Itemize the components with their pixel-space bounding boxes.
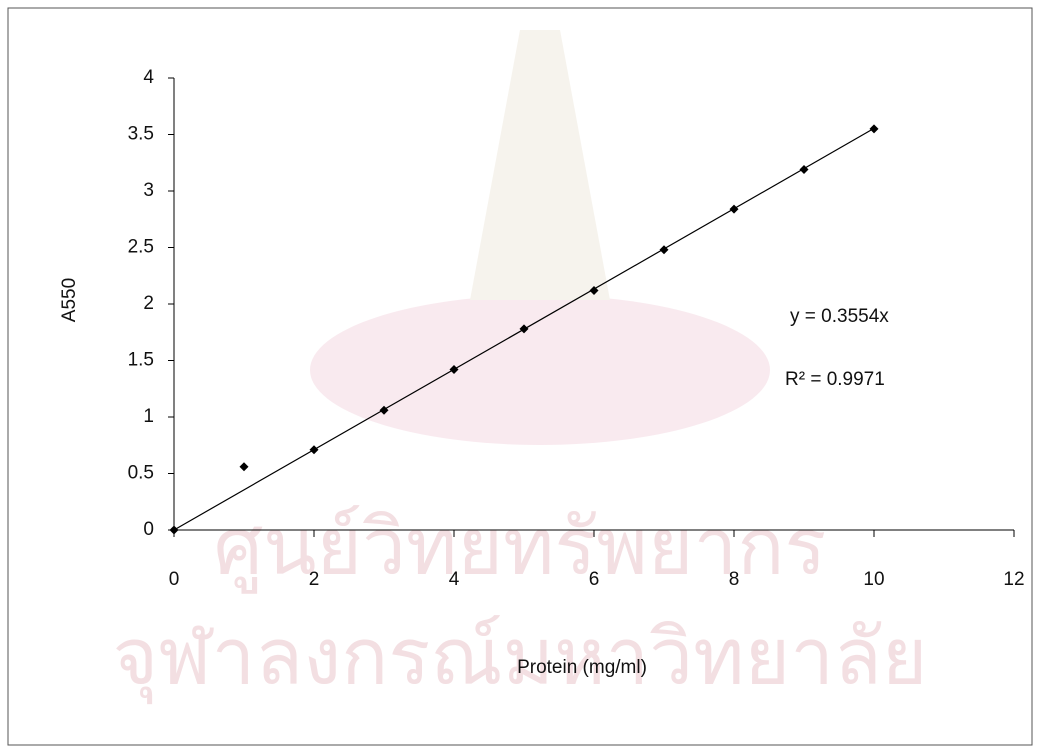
y-tick-label: 3.5 xyxy=(128,124,154,145)
y-tick-label: 2.5 xyxy=(128,237,154,258)
x-tick-label: 0 xyxy=(169,569,180,590)
trendline-r-squared: R² = 0.9971 xyxy=(785,369,885,390)
page: ศูนย์วิทยทรัพยากร จุฬาลงกรณ์มหาวิทยาลัย … xyxy=(0,0,1039,752)
x-tick-label: 8 xyxy=(729,569,740,590)
y-tick-label: 3 xyxy=(143,180,154,201)
x-tick-label: 2 xyxy=(309,569,320,590)
x-tick-label: 4 xyxy=(449,569,460,590)
y-axis-label: A550 xyxy=(59,278,80,322)
x-tick-label: 6 xyxy=(589,569,600,590)
x-tick-label: 12 xyxy=(1003,569,1024,590)
x-tick-label: 10 xyxy=(863,569,884,590)
x-axis-label: Protein (mg/ml) xyxy=(517,657,647,678)
y-tick-label: 1 xyxy=(143,406,154,427)
y-tick-label: 1.5 xyxy=(128,350,154,371)
y-tick-label: 0.5 xyxy=(128,463,154,484)
trendline-equation: y = 0.3554x xyxy=(790,306,889,327)
y-tick-label: 0 xyxy=(143,519,154,540)
chart: ศูนย์วิทยทรัพยากร จุฬาลงกรณ์มหาวิทยาลัย … xyxy=(0,0,1039,752)
y-tick-label: 2 xyxy=(143,293,154,314)
y-tick-label: 4 xyxy=(143,67,154,88)
